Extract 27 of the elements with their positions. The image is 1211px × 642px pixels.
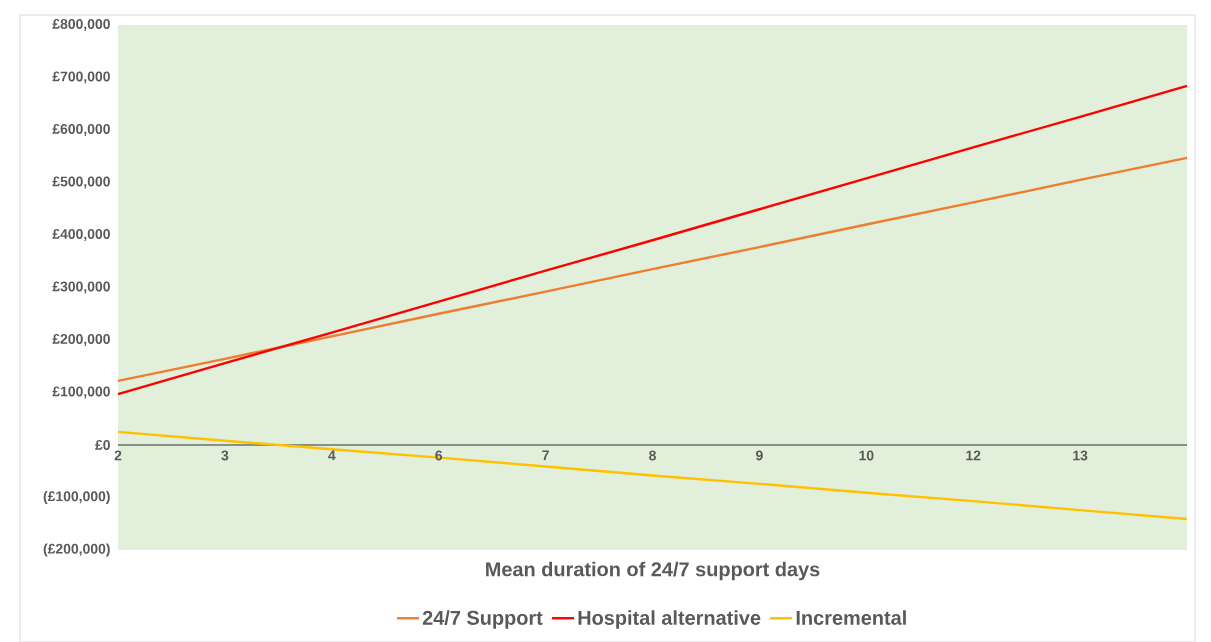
line-series [116, 84, 1189, 396]
y-tick-label: £300,000 [52, 281, 110, 294]
legend-label: Hospital alternative [578, 610, 761, 629]
x-tick-label: 9 [756, 450, 763, 461]
x-tick-label: 12 [966, 450, 981, 461]
line-series [116, 430, 1189, 520]
legend-label: Incremental [796, 610, 906, 625]
x-tick-label: 13 [1073, 450, 1088, 461]
x-tick-label: 10 [859, 450, 874, 461]
y-tick-label: £400,000 [52, 228, 110, 241]
x-tick-label: 2 [114, 450, 122, 461]
x-tick-label: 3 [221, 450, 229, 461]
y-tick-label: £700,000 [52, 71, 110, 84]
x-tick-label: 7 [542, 450, 549, 460]
legend-label: 24/7 Support [422, 610, 543, 629]
y-tick-label: £600,000 [52, 123, 110, 136]
x-axis-title: Mean duration of 24/7 support days [486, 561, 820, 581]
y-tick-label: £800,000 [52, 18, 110, 31]
x-tick-label: 4 [328, 450, 336, 460]
y-tick-label: £0 [95, 439, 110, 450]
x-tick-label: 8 [649, 450, 656, 461]
y-tick-label: £500,000 [52, 176, 110, 189]
y-tick-label: £200,000 [52, 333, 110, 346]
y-tick-label: (£100,000) [43, 490, 110, 504]
line-series [116, 156, 1189, 382]
y-tick-label: £100,000 [52, 386, 110, 399]
y-tick-label: (£200,000) [43, 543, 110, 557]
